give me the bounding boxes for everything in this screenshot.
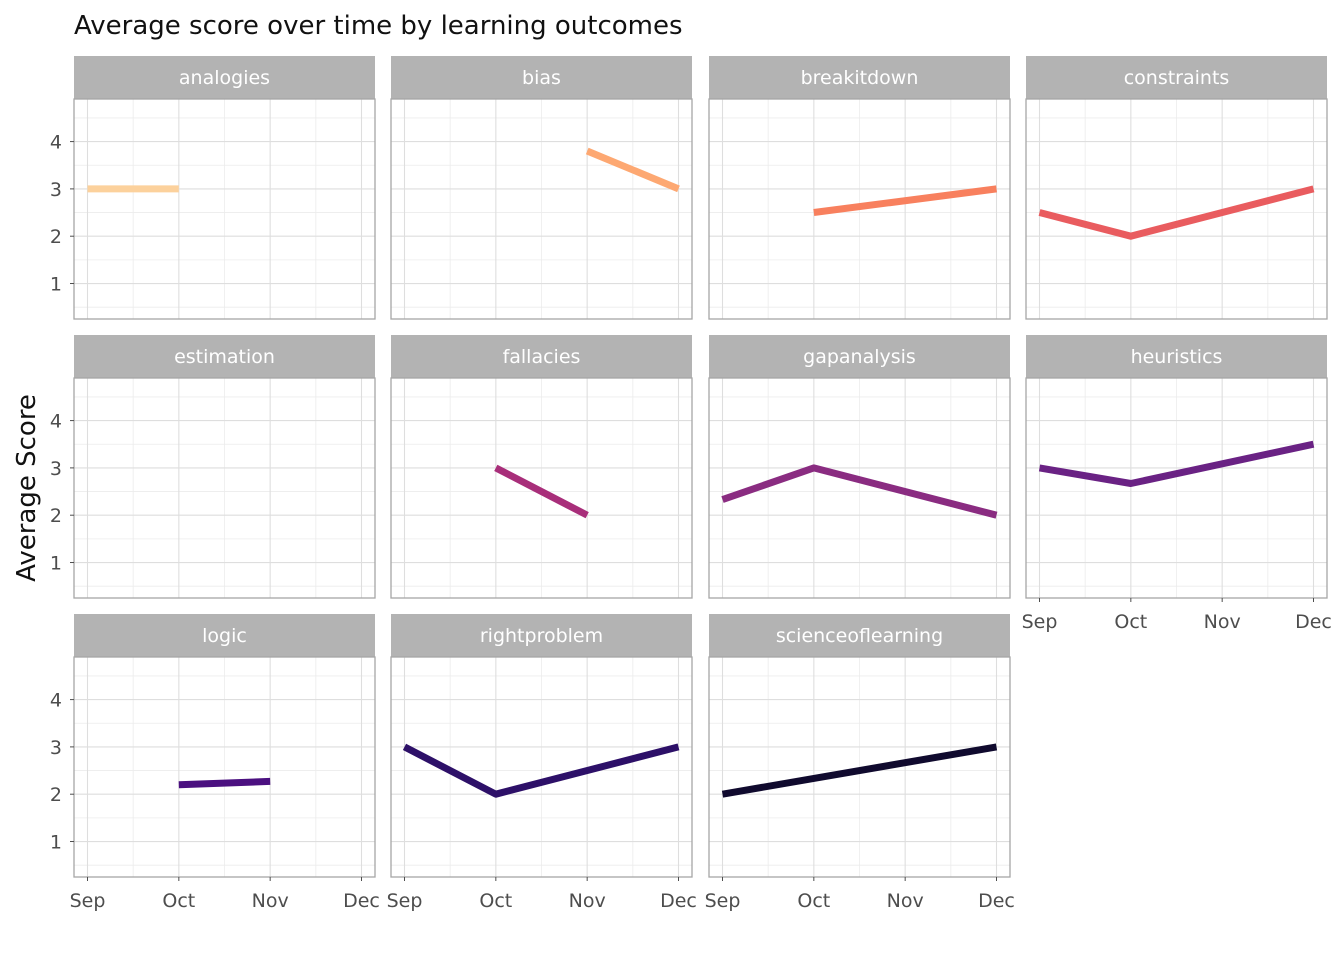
panel-border (390, 98, 693, 320)
y-tick-label: 4 (50, 411, 62, 433)
panel-border (1025, 98, 1328, 320)
series-line-bias (585, 147, 680, 193)
panel-border (390, 377, 693, 599)
facet-logic: logic 1 2 3 4 Sep Oct Nov Dec (50, 614, 380, 912)
facet-label: breakitdown (801, 67, 919, 89)
x-tick-label: Nov (1204, 611, 1241, 633)
x-tick-label: Dec (1295, 611, 1332, 633)
facet-strip (709, 56, 1010, 99)
series-line-rightproblem (402, 743, 680, 798)
y-tick-label: 1 (50, 832, 62, 854)
panel-border (73, 656, 376, 878)
facet-gapanalysis: gapanalysis (708, 335, 1011, 599)
panel-border (73, 98, 376, 320)
y-axis-title: Average Score (12, 394, 42, 582)
y-tick-label: 4 (50, 132, 62, 154)
y-tick-label: 3 (50, 179, 62, 201)
y-tick-label: 4 (50, 690, 62, 712)
series-line-fallacies (494, 464, 589, 519)
facet-strip (709, 614, 1010, 657)
facet-strip (709, 335, 1010, 378)
x-tick-label: Sep (1022, 611, 1058, 633)
y-tick-label: 1 (50, 553, 62, 575)
facet-label: gapanalysis (803, 346, 916, 368)
facet-analogies: analogies 1 2 3 4 (50, 56, 376, 320)
y-tick-label: 3 (50, 458, 62, 480)
series-line-constraints (1038, 185, 1315, 240)
facet-label: analogies (179, 67, 270, 89)
series-line-scienceoflearning (721, 743, 998, 798)
facet-heuristics: heuristics Sep Oct Nov Dec (1022, 335, 1332, 633)
x-tick-label: Nov (252, 890, 289, 912)
facet-label: fallacies (503, 346, 581, 368)
facet-label: estimation (174, 346, 275, 368)
facet-strip (74, 614, 375, 657)
facet-bias: bias (390, 56, 693, 320)
series-line-logic (178, 777, 271, 789)
y-tick-label: 2 (50, 784, 62, 806)
x-tick-label: Sep (705, 890, 741, 912)
facet-panels: analogies 1 2 3 4 bias breakitdown constraints e… (50, 56, 1332, 912)
facet-constraints: constraints (1025, 56, 1328, 320)
panel-border (73, 377, 376, 599)
x-tick-label: Oct (797, 890, 830, 912)
facet-strip (1026, 335, 1327, 378)
x-tick-label: Oct (479, 890, 512, 912)
facet-strip (74, 56, 375, 99)
series-line-breakitdown (813, 185, 997, 216)
facet-label: logic (202, 625, 247, 647)
y-tick-label: 3 (50, 737, 62, 759)
series-line-heuristics (1038, 440, 1315, 487)
x-tick-label: Sep (70, 890, 106, 912)
y-tick-label: 2 (50, 505, 62, 527)
facet-breakitdown: breakitdown (708, 56, 1011, 320)
facet-strip (391, 335, 692, 378)
facet-label: bias (522, 67, 561, 89)
panel-border (708, 656, 1011, 878)
facet-label: heuristics (1131, 346, 1223, 368)
x-tick-label: Dec (978, 890, 1015, 912)
facet-label: scienceoflearning (776, 625, 943, 647)
facet-strip (1026, 56, 1327, 99)
series-line-gapanalysis (721, 464, 998, 519)
facet-strip (391, 614, 692, 657)
x-tick-label: Nov (569, 890, 606, 912)
facet-label: rightproblem (480, 625, 603, 647)
x-tick-label: Sep (387, 890, 423, 912)
facet-scienceoflearning: scienceoflearning Sep Oct Nov Dec (705, 614, 1015, 912)
panel-border (708, 98, 1011, 320)
y-tick-label: 2 (50, 226, 62, 248)
panel-border (390, 656, 693, 878)
x-tick-label: Nov (887, 890, 924, 912)
x-tick-label: Dec (343, 890, 380, 912)
panel-border (1025, 377, 1328, 599)
y-tick-label: 1 (50, 274, 62, 296)
x-tick-label: Oct (1114, 611, 1147, 633)
facet-rightproblem: rightproblem Sep Oct Nov Dec (387, 614, 697, 912)
panel-border (708, 377, 1011, 599)
facet-strip (74, 335, 375, 378)
chart-title: Average score over time by learning outc… (74, 11, 683, 41)
x-tick-label: Oct (162, 890, 195, 912)
facet-strip (391, 56, 692, 99)
facet-fallacies: fallacies (390, 335, 693, 599)
x-tick-label: Dec (660, 890, 697, 912)
facet-label: constraints (1124, 67, 1230, 89)
facet-estimation: estimation 1 2 3 4 (50, 335, 376, 599)
